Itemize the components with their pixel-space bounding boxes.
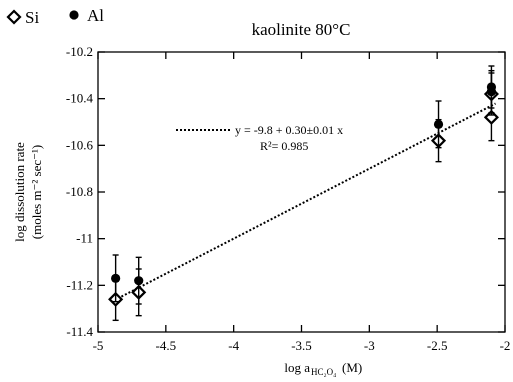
al-legend-marker bbox=[69, 10, 79, 20]
al-point bbox=[111, 273, 121, 283]
x-tick-label: -5 bbox=[93, 338, 104, 353]
y-tick-label: -10.2 bbox=[66, 44, 93, 59]
y-tick-label: -10.4 bbox=[66, 91, 94, 106]
y-tick-label: -11.4 bbox=[66, 324, 93, 339]
al-point bbox=[486, 82, 497, 92]
chart-title: kaolinite 80°C bbox=[252, 20, 351, 39]
al-legend-label: Al bbox=[87, 6, 104, 25]
x-axis-label-main: log a bbox=[284, 360, 310, 375]
y-axis-label-line1: log dissolution rate bbox=[12, 142, 27, 242]
plot-frame bbox=[97, 51, 506, 333]
y-axis-label-line2: (moles m⁻² sec⁻¹) bbox=[29, 145, 44, 239]
x-axis-label-subscript: HC₂O₄ bbox=[311, 367, 336, 377]
x-axis: -5 -4.5 -4 -3.5 -3 -2.5 -2 bbox=[93, 52, 511, 353]
y-tick-label: -10.8 bbox=[66, 184, 93, 199]
x-tick-label: -3 bbox=[364, 338, 375, 353]
x-tick-label: -2.5 bbox=[427, 338, 448, 353]
x-axis-label-unit: (M) bbox=[342, 360, 362, 375]
legend: Si Al bbox=[6, 6, 104, 27]
y-axis: -11.4 -11.2 -11 -10.8 -10.6 -10.4 -10.2 bbox=[66, 44, 505, 339]
y-tick-label: -11 bbox=[76, 231, 93, 246]
data-points bbox=[108, 65, 499, 322]
y-tick-label: -11.2 bbox=[66, 277, 93, 292]
x-tick-label: -3.5 bbox=[291, 338, 312, 353]
x-tick-label: -2 bbox=[500, 338, 511, 353]
r-squared-label: R²= 0.985 bbox=[260, 139, 308, 153]
al-point bbox=[433, 119, 444, 129]
x-axis-label: log a HC₂O₄ (M) bbox=[284, 360, 362, 377]
x-tick-label: -4 bbox=[228, 338, 239, 353]
si-legend-marker bbox=[6, 9, 22, 25]
x-tick-label: -4.5 bbox=[156, 338, 177, 353]
y-tick-label: -10.6 bbox=[66, 137, 94, 152]
equation-label: y = -9.8 + 0.30±0.01 x bbox=[235, 123, 343, 137]
regression-line bbox=[113, 102, 496, 302]
si-legend-label: Si bbox=[25, 8, 39, 27]
al-point bbox=[134, 276, 144, 286]
